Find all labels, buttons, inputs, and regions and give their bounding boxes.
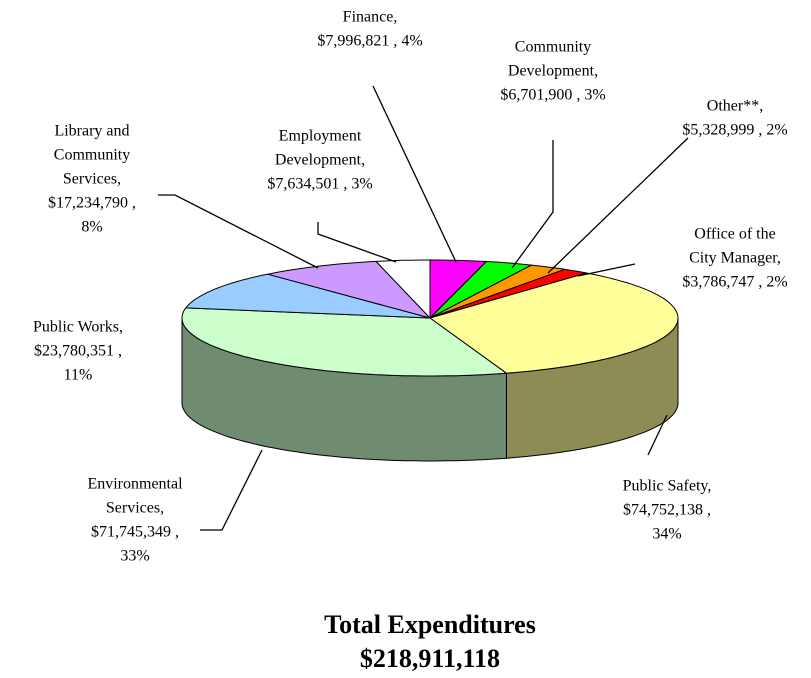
slice-label: Development, xyxy=(275,152,365,169)
slice-label: Development, xyxy=(508,63,598,80)
slice xyxy=(181,307,507,377)
slice-label: City Manager, xyxy=(689,250,781,267)
slice-label: 8% xyxy=(81,219,102,236)
chart-title: Total Expenditures xyxy=(324,610,536,639)
slice-label: $17,234,790 , xyxy=(48,195,136,212)
slice xyxy=(429,264,566,319)
slice-label: $71,745,349 , xyxy=(91,524,179,541)
slice xyxy=(429,261,532,319)
slice-label: $6,701,900 , 3% xyxy=(500,87,605,104)
leader-line xyxy=(577,263,636,277)
slice-label: 33% xyxy=(120,548,149,565)
slice xyxy=(429,272,679,374)
chart-title: $218,911,118 xyxy=(360,644,500,673)
pie xyxy=(181,259,679,462)
slice-label: Other**, xyxy=(707,98,763,115)
leader-line xyxy=(647,414,668,456)
leader-line xyxy=(511,140,554,269)
slice-label: Community xyxy=(54,147,130,164)
slice-label: Services, xyxy=(63,171,121,188)
leader-lines xyxy=(158,85,689,531)
leader-line xyxy=(547,137,689,274)
slice-label: Public Works, xyxy=(33,319,123,336)
leader-line xyxy=(317,222,397,263)
slice-label: 11% xyxy=(64,367,93,384)
slice-label: Community xyxy=(515,39,591,56)
slice-label: Library and xyxy=(54,123,129,140)
slice-label: $23,780,351 , xyxy=(34,343,122,360)
slice-label: $7,996,821 , 4% xyxy=(317,33,422,50)
slice-label: Finance, xyxy=(343,9,398,26)
slice xyxy=(375,259,431,319)
slice-label: $74,752,138 , xyxy=(623,502,711,519)
leader-line xyxy=(372,85,457,263)
slice-label: Public Safety, xyxy=(623,478,712,495)
slice-label: Employment xyxy=(279,128,362,145)
slice xyxy=(185,273,431,319)
leader-line xyxy=(158,194,319,269)
slice-label: 34% xyxy=(652,526,681,543)
slice-label: Environmental xyxy=(87,476,183,493)
slice-label: $7,634,501 , 3% xyxy=(267,176,372,193)
slice-label: $5,328,999 , 2% xyxy=(682,122,787,139)
slice-label: $3,786,747 , 2% xyxy=(682,274,787,291)
slice-label: Office of the xyxy=(694,226,775,243)
slice-label: Services, xyxy=(106,500,164,517)
leader-line xyxy=(200,449,263,531)
